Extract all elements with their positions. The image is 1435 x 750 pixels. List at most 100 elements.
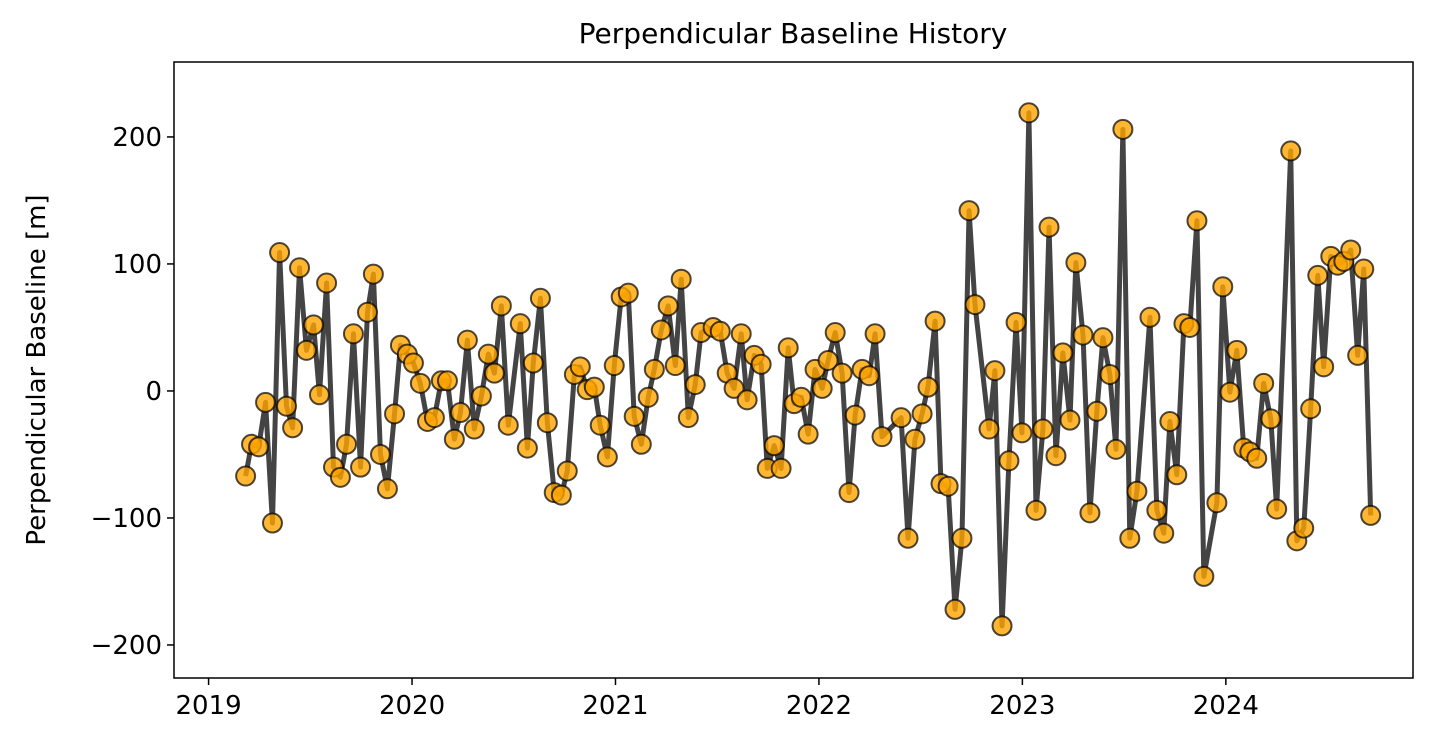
data-point — [991, 615, 1013, 637]
data-point — [384, 403, 406, 425]
data-point — [1253, 372, 1275, 394]
data-point — [603, 355, 625, 377]
data-point — [763, 435, 785, 457]
data-point — [978, 418, 1000, 440]
data-point — [483, 362, 505, 384]
data-point — [858, 365, 880, 387]
data-point — [276, 395, 298, 417]
data-point — [1193, 565, 1215, 587]
data-point — [477, 343, 499, 365]
data-point — [684, 374, 706, 396]
data-point — [282, 417, 304, 439]
data-point — [871, 426, 893, 448]
data-point — [736, 389, 758, 411]
data-point — [456, 329, 478, 351]
data-point — [1246, 447, 1268, 469]
data-point — [336, 433, 358, 455]
data-point — [449, 402, 471, 424]
data-point — [556, 460, 578, 482]
data-point — [1119, 527, 1141, 549]
data-point — [831, 362, 853, 384]
data-point — [516, 437, 538, 459]
data-point — [536, 412, 558, 434]
data-point — [897, 527, 919, 549]
data-point — [890, 407, 912, 429]
data-point — [723, 377, 745, 399]
data-point — [1126, 480, 1148, 502]
data-point — [376, 478, 398, 500]
data-point — [911, 403, 933, 425]
data-point — [509, 313, 531, 335]
data-point — [1353, 258, 1375, 280]
data-point — [1219, 381, 1241, 403]
data-point — [824, 322, 846, 344]
data-point — [289, 257, 311, 279]
data-point — [951, 527, 973, 549]
data-point — [497, 414, 519, 436]
data-point — [1018, 102, 1040, 124]
x-tick-label: 2024 — [1193, 691, 1259, 721]
data-point — [1300, 398, 1322, 420]
data-point — [1260, 408, 1282, 430]
data-point — [1086, 400, 1108, 422]
data-point — [1105, 438, 1127, 460]
data-point — [443, 428, 465, 450]
data-point — [550, 484, 572, 506]
data-point — [637, 386, 659, 408]
data-point — [677, 407, 699, 429]
y-tick-label: 100 — [112, 250, 162, 280]
data-point — [261, 512, 283, 534]
data-point — [1340, 239, 1362, 261]
data-point — [984, 360, 1006, 382]
data-point — [1186, 210, 1208, 232]
data-point — [1153, 522, 1175, 544]
data-point — [356, 301, 378, 323]
data-point — [463, 418, 485, 440]
data-point — [817, 349, 839, 371]
data-point — [1347, 344, 1369, 366]
data-point — [255, 391, 277, 413]
y-tick-label: 0 — [145, 377, 162, 407]
y-tick-label: −200 — [91, 631, 162, 661]
data-point — [777, 337, 799, 359]
data-point — [362, 263, 384, 285]
data-point — [944, 598, 966, 620]
data-point — [1005, 311, 1027, 333]
data-point — [1045, 445, 1067, 467]
data-point — [423, 407, 445, 429]
data-point — [1313, 356, 1335, 378]
data-point — [964, 294, 986, 316]
data-point — [664, 355, 686, 377]
data-point — [670, 268, 692, 290]
y-axis-label: Perpendicular Baseline [m] — [22, 194, 52, 545]
data-point — [904, 428, 926, 450]
data-point — [1146, 499, 1168, 521]
data-point — [522, 352, 544, 374]
data-point — [269, 242, 291, 264]
data-point — [1226, 339, 1248, 361]
data-point — [1032, 418, 1054, 440]
data-point — [838, 482, 860, 504]
data-point — [370, 443, 391, 465]
data-point — [1139, 306, 1161, 328]
data-point — [709, 320, 731, 342]
data-point — [1038, 216, 1060, 238]
data-point — [235, 465, 257, 487]
data-point — [1092, 327, 1114, 349]
x-tick-label: 2020 — [379, 691, 445, 721]
data-point — [490, 295, 512, 317]
x-tick-label: 2022 — [786, 691, 852, 721]
data-point — [864, 323, 886, 345]
plot-area: −200 −100 0 100 200 2019 2020 2021 2022 2023 2024 — [91, 102, 1382, 721]
data-point — [750, 353, 772, 375]
data-point — [623, 405, 645, 427]
data-point — [998, 450, 1020, 472]
data-point — [1360, 504, 1382, 526]
data-point — [1293, 517, 1315, 539]
x-tick-label: 2019 — [176, 691, 242, 721]
data-point — [844, 404, 866, 426]
data-point — [657, 295, 679, 317]
data-point — [1059, 409, 1081, 431]
data-point — [569, 356, 591, 378]
